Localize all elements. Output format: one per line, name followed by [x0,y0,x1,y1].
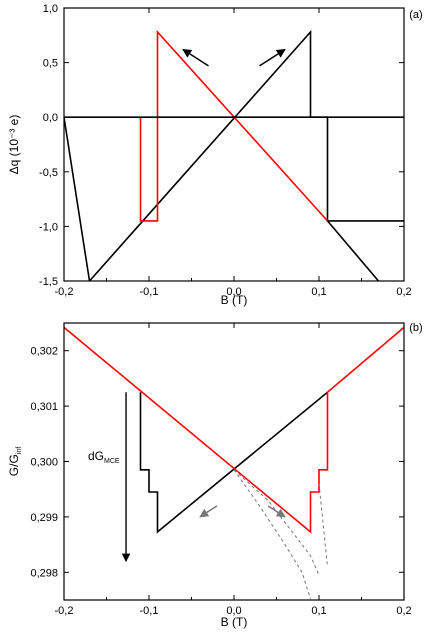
y-tick-label: 0,302 [30,346,58,358]
x-axis-label: B (T) [221,615,248,629]
series-line-1 [326,220,380,281]
y-tick-label: -0,5 [39,167,58,179]
plot-area [64,326,404,600]
y-tick-label: 0,5 [43,58,58,70]
x-tick-label: -0,2 [55,605,74,617]
direction-arrow-0 [199,505,218,518]
y-tick-label: 0,298 [30,567,58,579]
x-tick-label: 0,0 [226,286,241,298]
y-tick-label: 1,0 [43,3,58,15]
x-tick-label: -0,1 [140,286,159,298]
x-axis-label: B (T) [221,293,248,307]
plot-area [64,29,404,281]
panel-a: -0,2 -0,1 0,0 0,1 0,2 1,0 0,5 0,0 -0,5 -1,0 -1,5 (a… [7,3,423,307]
direction-arrow-0 [182,48,209,67]
dgmce-label-sub: MCE [104,458,120,465]
x-tick-label: 0,1 [311,286,326,298]
y-axis-label-sub: inf [16,447,23,454]
y-tick-label: 0,300 [30,457,58,469]
x-tick-label: 0,2 [396,605,411,617]
x-tick-label: 0,0 [226,605,241,617]
series-line-2 [139,29,329,222]
direction-arrow-1 [267,505,286,518]
plot-frame [63,7,405,282]
x-tick-label: 0,2 [396,286,411,298]
panel-label: (b) [409,322,422,334]
y-axis-label: Δq (10⁻³ e) [7,115,21,175]
panel-label: (a) [409,9,422,21]
x-tick-label: -0,1 [140,605,159,617]
series-line-2 [233,469,311,600]
y-tick-label: 0,299 [30,512,58,524]
y-axis-label: G/Ginf [7,447,23,476]
series-line-3 [233,469,320,576]
y-tick-label: 0,0 [43,112,58,124]
panel-b: dGMCE -0,2 -0,1 0,0 0,1 0,2 0,302 0,301 0,300 0,2… [7,322,423,629]
series-line-4 [318,483,328,567]
y-tick-label: 0,301 [30,401,58,413]
series-line-1 [64,326,404,534]
y-tick-label: -1,0 [39,221,58,233]
series-line-0 [64,29,404,281]
series-line-0 [139,391,329,534]
x-tick-label: 0,1 [311,605,326,617]
direction-arrow-1 [259,48,286,67]
x-tick-label: -0,2 [55,286,74,298]
dgmce-label: dGMCE [88,449,120,465]
y-tick-label: -1,5 [39,276,58,288]
